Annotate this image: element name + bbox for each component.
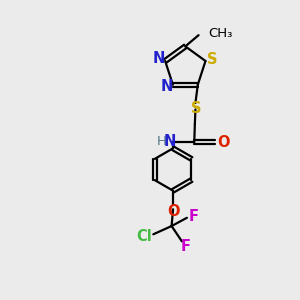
Text: O: O — [218, 135, 230, 150]
Text: F: F — [180, 239, 190, 254]
Text: N: N — [160, 79, 172, 94]
Text: CH₃: CH₃ — [208, 27, 232, 40]
Text: N: N — [152, 51, 165, 66]
Text: N: N — [163, 134, 176, 149]
Text: S: S — [207, 52, 217, 67]
Text: F: F — [188, 208, 198, 224]
Text: H: H — [157, 135, 167, 148]
Text: Cl: Cl — [136, 229, 152, 244]
Text: O: O — [167, 204, 180, 219]
Text: S: S — [191, 101, 201, 116]
